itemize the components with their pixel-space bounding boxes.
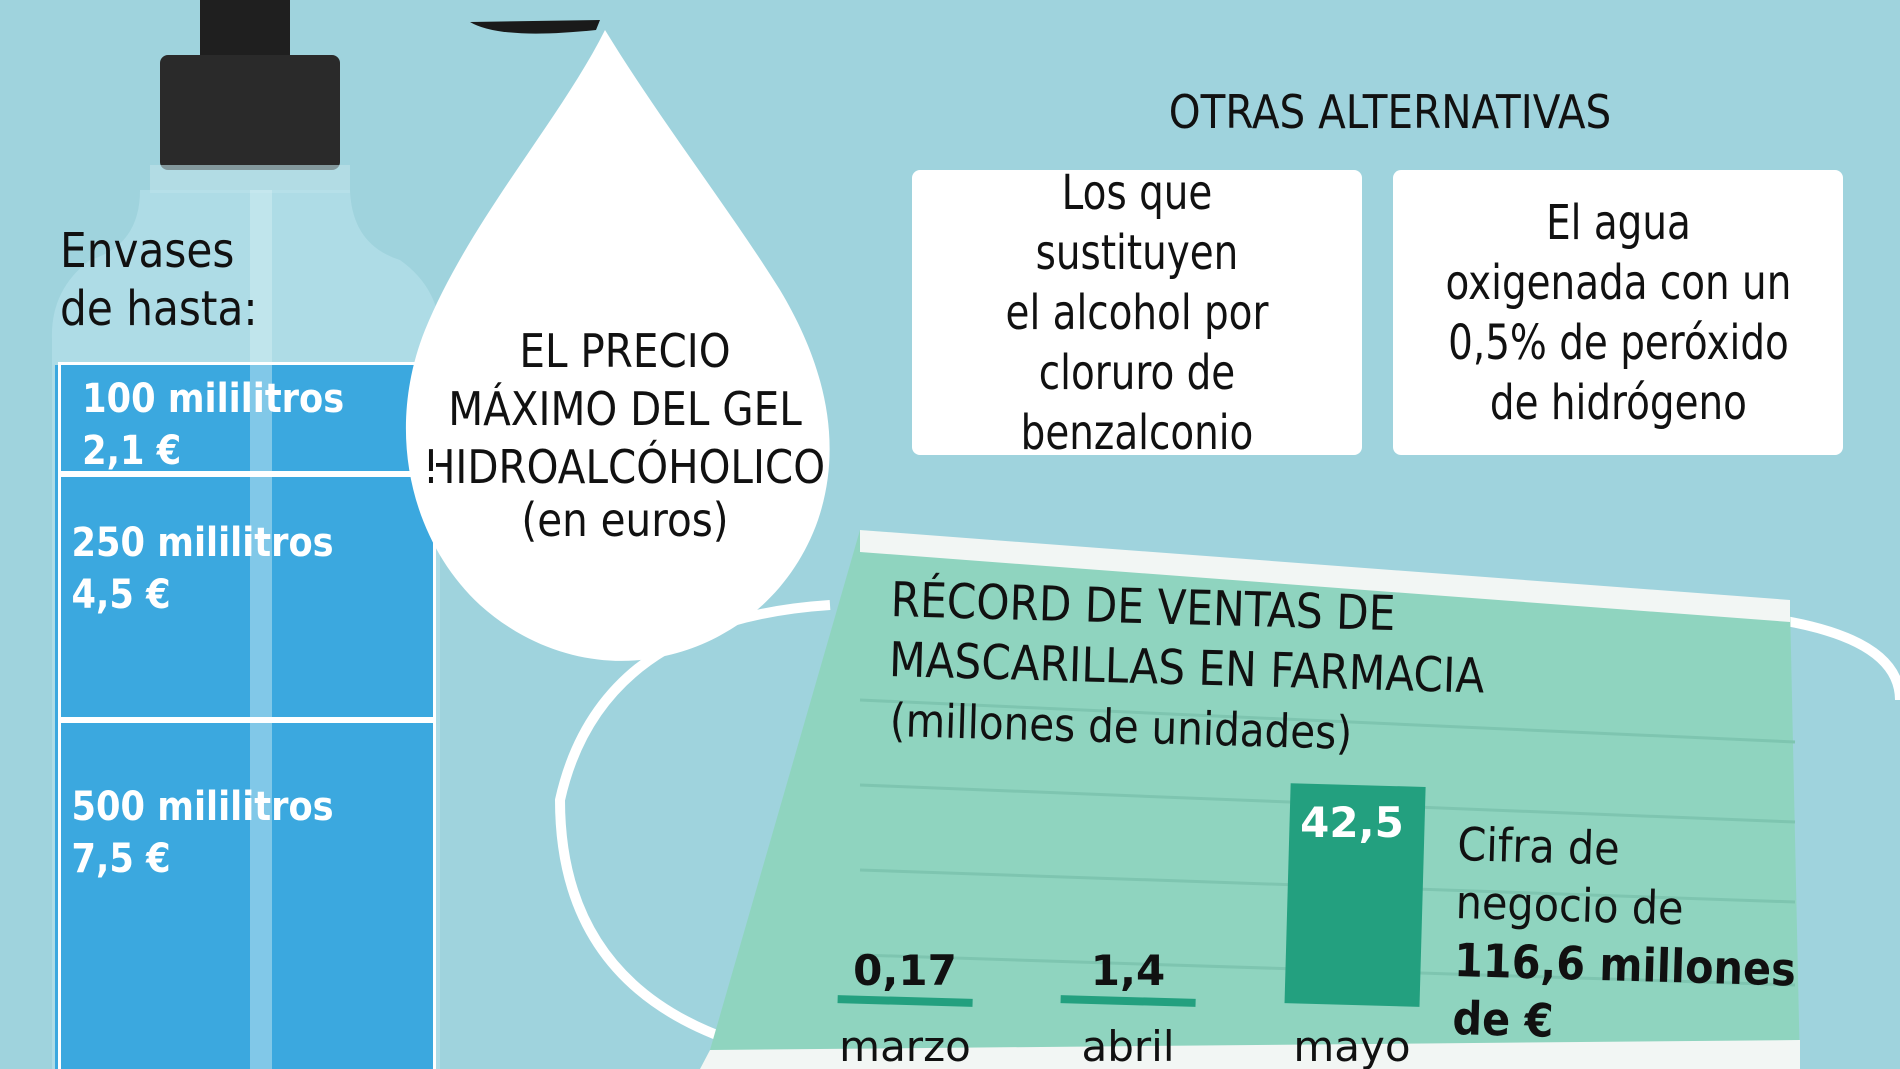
- price-label: 4,5 €: [71, 572, 171, 618]
- category-label: mayo: [1293, 1022, 1410, 1069]
- size-label: 500 mililitros: [71, 784, 334, 830]
- value-label: 1,4: [1091, 946, 1165, 995]
- alternative-line: el alcohol por: [1005, 284, 1269, 341]
- alternative-line: de hidrógeno: [1489, 374, 1747, 431]
- alternative-line: 0,5% de peróxido: [1447, 314, 1789, 371]
- gel-drop-illustration: [405, 20, 830, 661]
- category-label: marzo: [839, 1022, 971, 1069]
- size-label: 250 mililitros: [71, 520, 334, 566]
- revenue-note-line: Cifra de: [1456, 817, 1621, 876]
- alternative-line: El agua: [1545, 194, 1691, 251]
- alternatives-title: OTRAS ALTERNATIVAS: [1168, 85, 1612, 139]
- revenue-note: Cifra de negocio de 116,6 millones de €: [1452, 815, 1800, 1056]
- alternative-card: Los que sustituyen el alcohol por clorur…: [912, 165, 1362, 461]
- price-label: 2,1 €: [82, 428, 182, 474]
- size-label: 100 mililitros: [82, 376, 345, 422]
- price-label: 7,5 €: [71, 836, 171, 882]
- gel-title-line: HIDROALCÓHOLICO: [424, 440, 826, 494]
- gel-title-line: MÁXIMO DEL GEL: [448, 382, 802, 436]
- alternative-line: cloruro de: [1038, 344, 1236, 401]
- value-label: 42,5: [1300, 798, 1404, 847]
- alternative-card: El agua oxigenada con un 0,5% de peróxid…: [1393, 170, 1843, 455]
- size-box-100: 100 mililitros 2,1 €: [58, 362, 436, 474]
- revenue-note-line: negocio de: [1455, 875, 1685, 936]
- bar-mayo: [1284, 783, 1426, 1007]
- gel-title: EL PRECIO MÁXIMO DEL GEL HIDROALCÓHOLICO: [423, 322, 828, 496]
- size-box-500: 500 mililitros 7,5 €: [58, 720, 436, 1069]
- container-label-line: de hasta:: [60, 281, 258, 337]
- revenue-note-bold: 116,6 millones: [1453, 932, 1797, 997]
- size-box-250: 250 mililitros 4,5 €: [58, 474, 436, 720]
- container-label: Envases de hasta:: [60, 222, 271, 338]
- alternative-line: oxigenada con un: [1445, 254, 1791, 311]
- value-label: 0,17: [853, 946, 957, 995]
- category-label: abril: [1081, 1022, 1174, 1069]
- container-label-line: Envases: [60, 223, 235, 279]
- alternative-line: Los que sustituyen: [1035, 164, 1239, 281]
- gel-subtitle: (en euros): [521, 493, 729, 547]
- alternative-line: benzalconio: [1020, 404, 1254, 461]
- gel-title-line: EL PRECIO: [519, 324, 731, 378]
- bar-marzo: [837, 995, 973, 1007]
- mask-illustration: [554, 530, 1900, 1069]
- revenue-note-bold: de €: [1451, 990, 1555, 1048]
- bar-abril: [1060, 995, 1196, 1007]
